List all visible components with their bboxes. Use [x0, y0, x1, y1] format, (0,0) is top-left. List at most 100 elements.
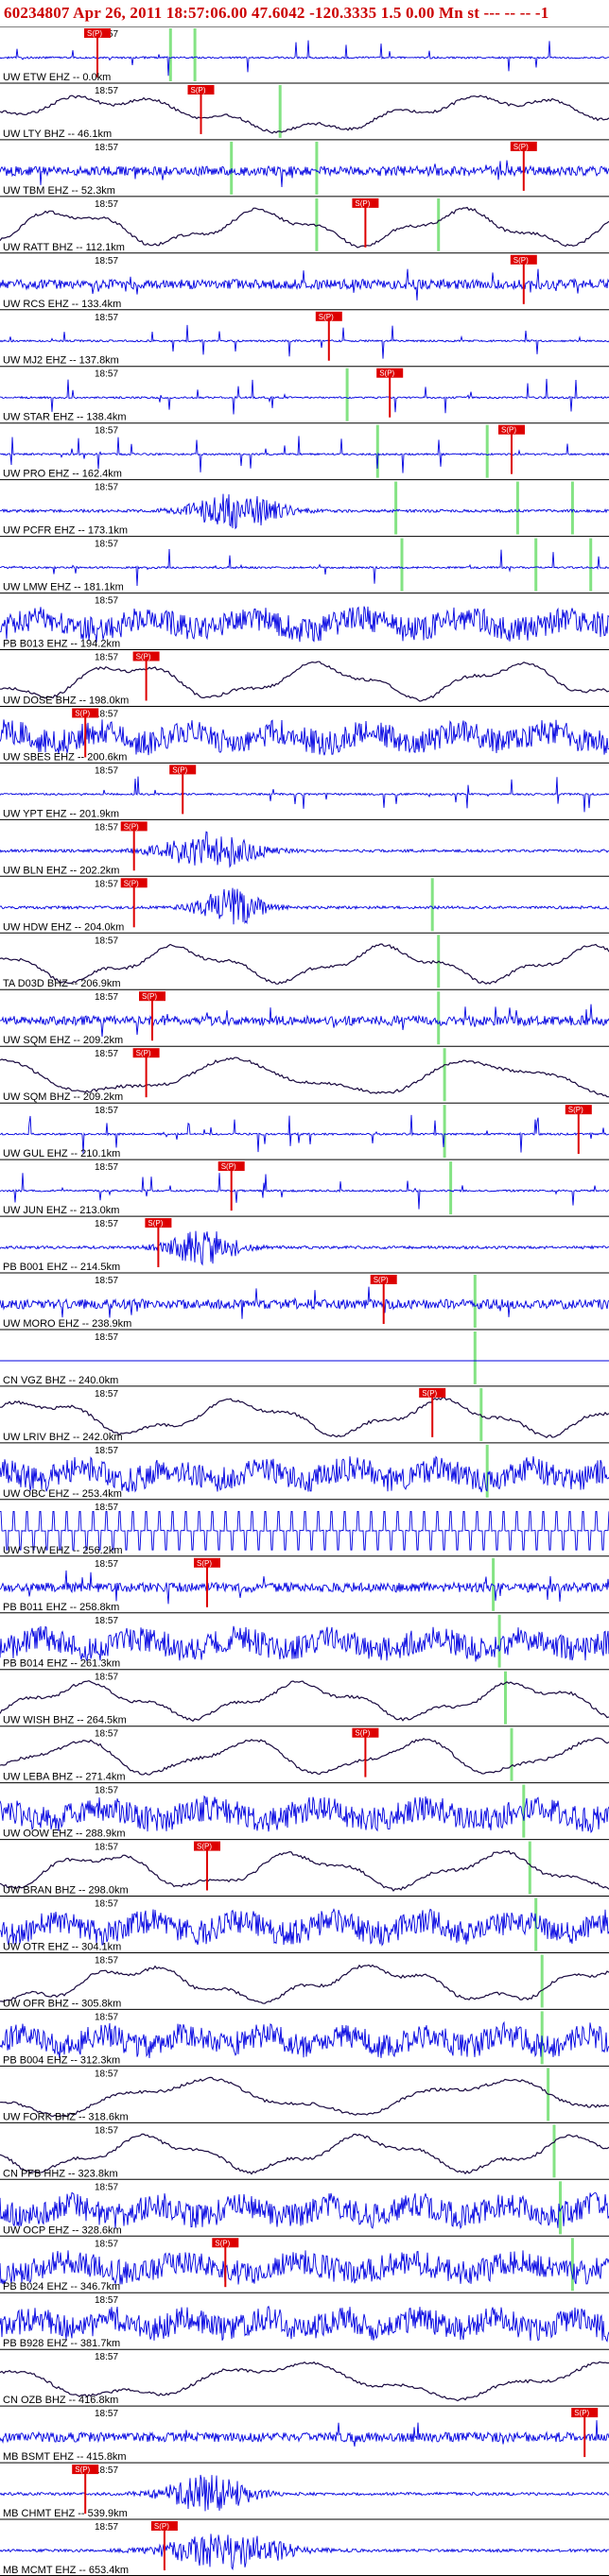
red-pick-box [187, 85, 215, 94]
time-label: 18:57 [95, 256, 118, 266]
station-label: UW RCS EHZ -- 133.4km [3, 299, 121, 310]
red-pick-box [370, 1275, 397, 1284]
red-pick-label: S(P) [513, 143, 529, 151]
channel-row: 18:57 S(P) UW TBM EHZ -- 52.3km [0, 139, 609, 197]
channel-row: 18:57 UW OOW EHZ -- 288.9km [0, 1782, 609, 1840]
channel-row: 18:57 S(P) UW RATT BHZ -- 112.1km [0, 196, 609, 253]
station-label: UW STW EHZ -- 256.2km [3, 1545, 123, 1556]
waveform-trace [0, 1114, 609, 1154]
red-pick-box [419, 1387, 446, 1398]
channel-row: 18:57 UW FORK BHZ -- 318.6km [0, 2065, 609, 2122]
red-pick-box [498, 424, 525, 435]
time-label: 18:57 [95, 1162, 118, 1173]
waveform-trace [0, 831, 609, 868]
waveform-trace [0, 2133, 609, 2175]
waveform-trace [0, 1230, 609, 1266]
channel-row: 18:57 UW LMW EHZ -- 181.1km [0, 536, 609, 593]
channel-row: 18:57 TA D03D BHZ -- 206.9km [0, 932, 609, 989]
red-pick-label: S(P) [142, 992, 157, 1001]
waveform-trace [0, 324, 609, 359]
channel-row: 18:57 S(P) UW JUN EHZ -- 213.0km [0, 1159, 609, 1216]
channel-row: 18:57 S(P) UW BRAN BHZ -- 298.0km [0, 1839, 609, 1897]
time-label: 18:57 [95, 879, 118, 889]
station-label: TA D03D BHZ -- 206.9km [3, 978, 121, 989]
channel-row: 18:57S(P)UW ETW EHZ -- 0.0km [0, 26, 609, 83]
red-pick-box [72, 708, 99, 718]
time-label: 18:57 [95, 1106, 118, 1116]
time-label: 18:57 [95, 936, 118, 946]
red-pick-label: S(P) [154, 2522, 169, 2531]
time-label: 18:57 [95, 540, 118, 550]
red-pick-box [510, 141, 537, 151]
waveform-trace [0, 94, 609, 134]
waveform-trace [0, 2191, 609, 2230]
red-pick-box [194, 1557, 220, 1568]
channel-row: 18:57 S(P) UW LEBA BHZ -- 271.4km [0, 1726, 609, 1783]
waveform-trace [0, 268, 609, 301]
channel-row: 18:57 UW STW EHZ -- 256.2km [0, 1499, 609, 1556]
waveform-trace [0, 206, 609, 249]
station-label: MB BSMT EHZ -- 415.8km [3, 2451, 127, 2463]
station-label: PB B928 EHZ -- 381.7km [3, 2338, 120, 2349]
waveform-trace [0, 1679, 609, 1723]
station-label: UW LTY BHZ -- 46.1km [3, 129, 112, 140]
station-label: UW WISH BHZ -- 264.5km [3, 1715, 127, 1726]
channel-row: 18:57 S(P) MB CHMT EHZ -- 539.9km [0, 2462, 609, 2519]
red-pick-box [352, 197, 379, 208]
channel-row: 18:57 S(P) PB B011 EHZ -- 258.8km [0, 1555, 609, 1613]
channel-row: 18:57 UW OBC EHZ -- 253.4km [0, 1442, 609, 1500]
station-label: UW JUN EHZ -- 213.0km [3, 1205, 119, 1216]
channel-row: 18:57 S(P) UW BLN EHZ -- 202.2km [0, 818, 609, 876]
station-label: UW OTR EHZ -- 304.1km [3, 1942, 121, 1953]
waveform-trace [0, 606, 609, 643]
time-label: 18:57 [95, 1049, 118, 1059]
red-pick-label: S(P) [422, 1389, 437, 1398]
station-label: UW LEBA BHZ -- 271.4km [3, 1772, 126, 1783]
waveform-trace [0, 719, 609, 756]
channel-row: 18:57 S(P) UW GUL EHZ -- 210.1km [0, 1102, 609, 1159]
time-label: 18:57 [95, 1729, 118, 1740]
time-label: 18:57 [95, 1786, 118, 1796]
red-pick-label: S(P) [75, 2465, 90, 2474]
red-pick-label: S(P) [172, 765, 187, 774]
red-pick-box [84, 28, 111, 38]
station-label: CN OZB BHZ -- 416.8km [3, 2395, 118, 2406]
waveform-trace [0, 1056, 609, 1098]
red-pick-box [194, 1841, 220, 1851]
channel-row: 18:57 UW OTR EHZ -- 304.1km [0, 1896, 609, 1953]
red-pick-label: S(P) [148, 1219, 163, 1228]
red-pick-box [132, 1048, 160, 1058]
time-label: 18:57 [95, 710, 118, 720]
red-pick-label: S(P) [124, 879, 139, 887]
time-label: 18:57 [95, 1843, 118, 1853]
channel-row: 18:57 S(P) PB B001 EHZ -- 214.5km [0, 1215, 609, 1273]
waveform-trace [0, 2076, 609, 2118]
waveform-trace [0, 2020, 609, 2059]
station-label: MB CHMT EHZ -- 539.9km [3, 2508, 128, 2519]
channel-row: 18:57 PB B013 EHZ -- 194.2km [0, 592, 609, 650]
station-label: UW SQM BHZ -- 209.2km [3, 1091, 123, 1103]
time-label: 18:57 [95, 1616, 118, 1626]
waveform-trace [0, 1570, 609, 1605]
station-label: UW FORK BHZ -- 318.6km [3, 2111, 129, 2122]
station-label: UW RATT BHZ -- 112.1km [3, 242, 125, 253]
waveform-trace [0, 661, 609, 702]
waveform-trace [0, 1455, 609, 1493]
waveform-trace [0, 160, 609, 188]
waveform-trace [0, 887, 609, 925]
channel-row: 18:57 UW PCFR EHZ -- 173.1km [0, 479, 609, 537]
red-pick-label: S(P) [319, 313, 334, 321]
station-label: UW TBM EHZ -- 52.3km [3, 185, 115, 197]
time-label: 18:57 [95, 483, 118, 493]
waveform-trace [0, 2533, 609, 2571]
waveform-trace [0, 2474, 609, 2512]
station-label: UW SBES EHZ -- 200.6km [3, 751, 127, 763]
channel-row: 18:57 S(P) UW PRO EHZ -- 162.4km [0, 422, 609, 480]
red-pick-label: S(P) [191, 86, 206, 94]
channel-row: 18:57 S(P) PB B024 EHZ -- 346.7km [0, 2235, 609, 2293]
waveform-trace [0, 1173, 609, 1210]
waveform-trace [0, 1510, 609, 1551]
channel-row: 18:57 S(P) UW HDW EHZ -- 204.0km [0, 875, 609, 933]
station-label: UW MORO EHZ -- 238.9km [3, 1318, 131, 1330]
red-pick-label: S(P) [87, 29, 102, 38]
